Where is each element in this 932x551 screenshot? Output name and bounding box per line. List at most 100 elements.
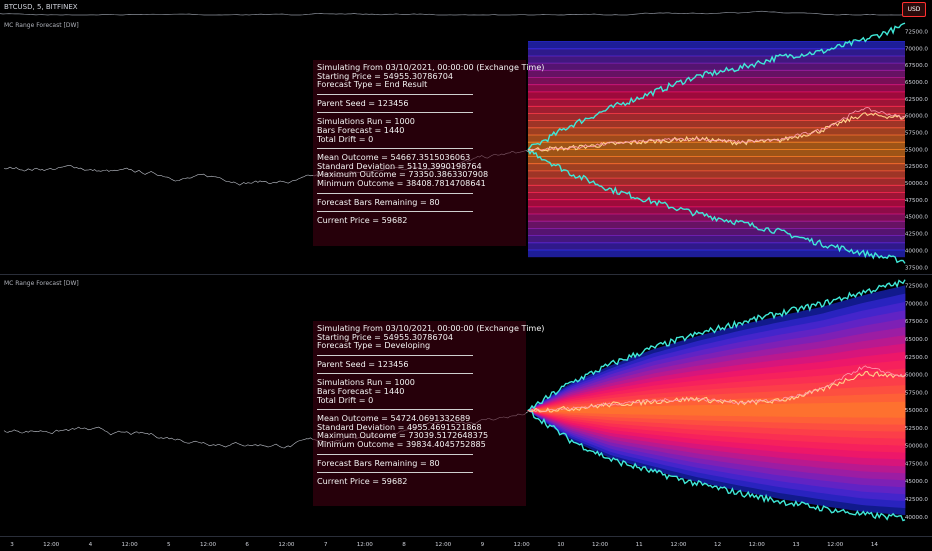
price-line — [527, 107, 906, 151]
separator — [317, 148, 473, 150]
x-tick-label: 4 — [89, 542, 93, 548]
y-tick-label: 37500.0 — [905, 265, 929, 271]
y-tick-label: 67500.0 — [905, 319, 929, 325]
info-line: Current Price = 59682 — [317, 215, 408, 226]
forecast-band — [528, 156, 905, 164]
y-tick-label: 60000.0 — [905, 373, 929, 379]
x-tick-label: 13 — [792, 542, 800, 548]
info-line: Standard Deviation = 5119.3990198764 — [317, 160, 482, 171]
x-tick-label: 14 — [871, 542, 879, 548]
y-tick-label: 40000.0 — [905, 515, 929, 521]
currency-badge[interactable]: USD — [902, 2, 926, 17]
y-tick-label: 62500.0 — [905, 97, 929, 103]
info-line: Maximum Outcome = 73350.3863307908 — [317, 169, 489, 180]
y-tick-label: 55000.0 — [905, 147, 929, 153]
forecast-band — [528, 170, 905, 179]
y-tick-label: 52500.0 — [905, 164, 929, 170]
forecast-band — [528, 214, 905, 222]
forecast-band — [528, 178, 905, 186]
separator — [317, 192, 473, 194]
forecast-band — [528, 163, 905, 171]
info-line: Forecast Bars Remaining = 80 — [317, 196, 440, 207]
forecast-band — [528, 250, 905, 258]
y-tick-label: 50000.0 — [905, 181, 929, 187]
forecast-band — [528, 106, 905, 114]
forecast-band — [528, 63, 905, 71]
separator — [317, 409, 473, 411]
x-tick-label: 5 — [167, 542, 171, 548]
forecast-band — [528, 41, 905, 49]
indicator-label[interactable]: MC Range Forecast [DW] — [4, 22, 79, 29]
info-line: Total Drift = 0 — [317, 133, 374, 144]
forecast-band — [528, 99, 905, 107]
x-tick-label: 12 — [714, 542, 721, 548]
info-line: Forecast Bars Remaining = 80 — [317, 457, 440, 468]
x-tick-label: 3 — [10, 542, 14, 548]
info-line: Simulations Run = 1000 — [317, 116, 415, 127]
x-tick-label: 12:00 — [827, 542, 844, 548]
header-strip: BTCUSD, 5, BITFINEX USD — [0, 0, 932, 18]
mean-outcome-line — [527, 112, 906, 152]
x-tick-label: 11 — [636, 542, 644, 548]
top-panel: MC Range Forecast [DW] — [0, 18, 932, 274]
x-tick-label: 7 — [324, 542, 328, 548]
forecast-band — [528, 185, 905, 193]
separator — [317, 472, 473, 474]
y-tick-label: 62500.0 — [905, 355, 929, 361]
forecast-band — [528, 48, 905, 56]
info-line: Simulating From 03/10/2021, 00:00:00 (Ex… — [317, 62, 545, 72]
y-tick-label: 45000.0 — [905, 479, 929, 485]
info-line: Starting Price = 54955.30786704 — [317, 331, 454, 342]
y-tick-label: 50000.0 — [905, 444, 929, 450]
x-tick-label: 8 — [402, 542, 406, 548]
info-line: Parent Seed = 123456 — [317, 358, 409, 369]
x-tick-label: 12:00 — [435, 542, 452, 548]
price-line — [527, 365, 906, 413]
x-tick-label: 12:00 — [278, 542, 295, 548]
x-tick-label: 10 — [557, 542, 565, 548]
y-tick-label: 55000.0 — [905, 408, 929, 414]
y-tick-label: 42500.0 — [905, 232, 929, 238]
info-line: Standard Deviation = 4955.4691521868 — [317, 421, 482, 432]
x-tick-label: 12:00 — [592, 542, 609, 548]
info-line: Bars Forecast = 1440 — [317, 385, 405, 396]
bottom-chart: 72500.0 70000.0 67500.0 65000.0 62500.0 60000… — [3, 279, 929, 522]
info-box-bottom: Simulating From 03/10/2021, 00:00:00 (Ex… — [313, 321, 545, 506]
y-tick-label: 70000.0 — [905, 46, 929, 52]
x-tick-label: 12:00 — [200, 542, 217, 548]
time-axis[interactable] — [0, 536, 932, 551]
top-chart: 72500.0 70000.0 67500.0 65000.0 62500.0 60000… — [3, 22, 929, 271]
y-tick-label: 42500.0 — [905, 497, 929, 503]
minimum-outcome-line — [527, 148, 906, 264]
y-tick-label: 60000.0 — [905, 114, 929, 120]
panel-divider[interactable] — [0, 274, 932, 275]
info-line: Forecast Type = End Result — [317, 79, 428, 90]
y-tick-label: 47500.0 — [905, 462, 929, 468]
y-tick-label: 65000.0 — [905, 337, 929, 343]
indicator-label[interactable]: MC Range Forecast [DW] — [4, 280, 79, 287]
y-tick-label: 52500.0 — [905, 426, 929, 432]
forecast-band — [528, 149, 905, 157]
x-axis-ticks: 3 12:00 4 12:00 5 12:00 6 12:00 7 12:00 8 12:00 9 12:… — [10, 542, 878, 548]
info-line: Total Drift = 0 — [317, 394, 374, 405]
separator — [317, 354, 473, 356]
separator — [317, 211, 473, 213]
forecast-band — [528, 199, 905, 207]
forecast-band — [528, 91, 905, 100]
info-line: Simulations Run = 1000 — [317, 377, 415, 388]
header-mini-chart — [0, 10, 925, 16]
info-line: Simulating From 03/10/2021, 00:00:00 (Ex… — [317, 323, 545, 333]
info-line: Forecast Type = Developing — [317, 340, 431, 351]
info-box-top: Simulating From 03/10/2021, 00:00:00 (Ex… — [313, 60, 545, 246]
bottom-panel: MC Range Forecast [DW] — [0, 275, 932, 536]
x-tick-label: 12:00 — [514, 542, 531, 548]
x-tick-label: 12:00 — [749, 542, 766, 548]
forecast-band — [528, 56, 905, 64]
symbol-label[interactable]: BTCUSD, 5, BITFINEX — [4, 3, 78, 11]
y-tick-label: 57500.0 — [905, 390, 929, 396]
x-tick-label: 12:00 — [670, 542, 687, 548]
y-tick-label: 45000.0 — [905, 215, 929, 221]
info-line: Bars Forecast = 1440 — [317, 124, 405, 135]
forecast-cone-band — [527, 401, 906, 418]
